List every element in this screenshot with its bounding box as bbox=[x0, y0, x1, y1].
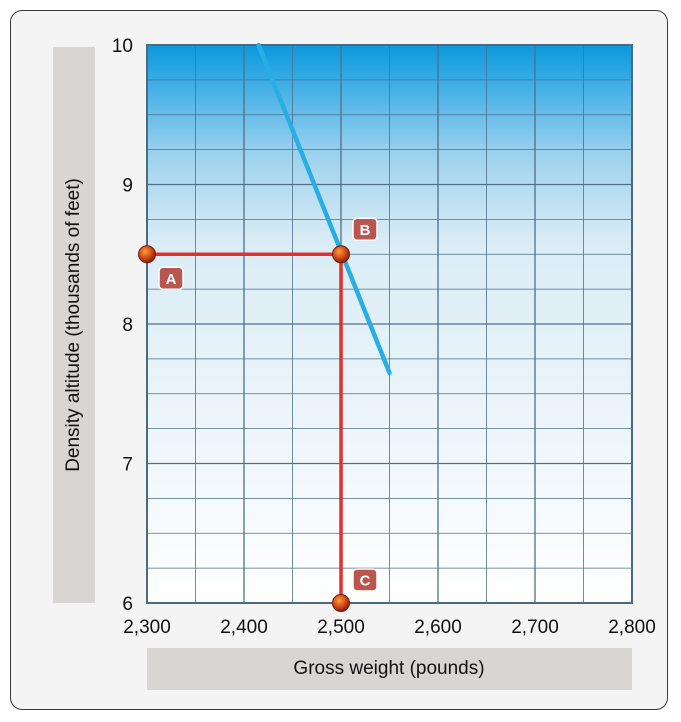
point-b-marker bbox=[332, 245, 350, 264]
point-b-badge bbox=[352, 217, 378, 241]
y-tick-label: 10 bbox=[112, 36, 133, 57]
y-tick-label: 9 bbox=[122, 176, 133, 197]
point-c-marker bbox=[332, 594, 350, 612]
point-c-label: C bbox=[360, 573, 371, 590]
y-tick-label: 7 bbox=[122, 455, 133, 476]
x-tick-label: 2,500 bbox=[317, 617, 365, 638]
x-tick-label: 2,700 bbox=[511, 617, 559, 638]
point-a-label: A bbox=[166, 271, 177, 288]
series-line bbox=[256, 42, 392, 376]
y-tick-label: 8 bbox=[122, 315, 133, 336]
y-axis-label-bar bbox=[53, 47, 95, 603]
x-axis-label-bar bbox=[147, 648, 632, 690]
x-tick-label: 2,600 bbox=[414, 617, 462, 638]
point-a-badge bbox=[158, 266, 184, 290]
point-c-badge bbox=[352, 568, 378, 592]
x-tick-label: 2,300 bbox=[123, 617, 171, 638]
y-tick-label: 6 bbox=[122, 594, 133, 615]
point-a-marker bbox=[138, 245, 156, 264]
x-tick-label: 2,800 bbox=[608, 617, 656, 638]
point-b-label: B bbox=[360, 222, 371, 239]
x-axis-label: Gross weight (pounds) bbox=[293, 658, 485, 679]
x-tick-label: 2,400 bbox=[220, 617, 268, 638]
plot-border bbox=[146, 44, 633, 604]
